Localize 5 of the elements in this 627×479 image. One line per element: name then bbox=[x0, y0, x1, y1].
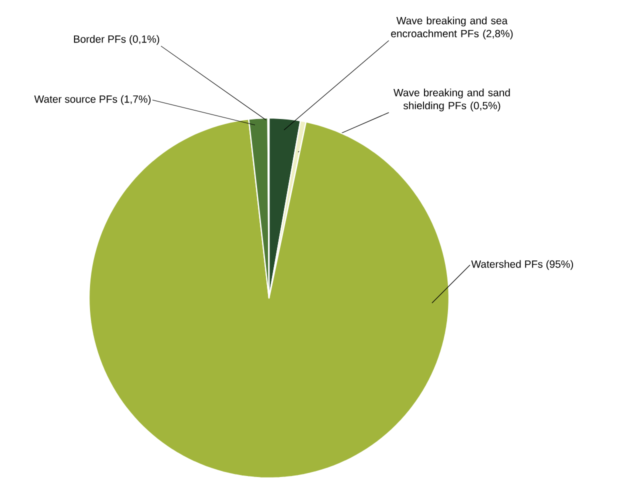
slice-label: Watershed PFs (95%) bbox=[471, 260, 574, 270]
slice-label: Wave breaking and sand shielding PFs (0,5%) bbox=[394, 88, 510, 112]
slice-label: Water source PFs (1,7%) bbox=[34, 95, 151, 106]
slice-label: Border PFs (0,1%) bbox=[74, 35, 160, 46]
slice-label: Wave breaking and sea encroachment PFs (2,8%) bbox=[391, 16, 513, 40]
